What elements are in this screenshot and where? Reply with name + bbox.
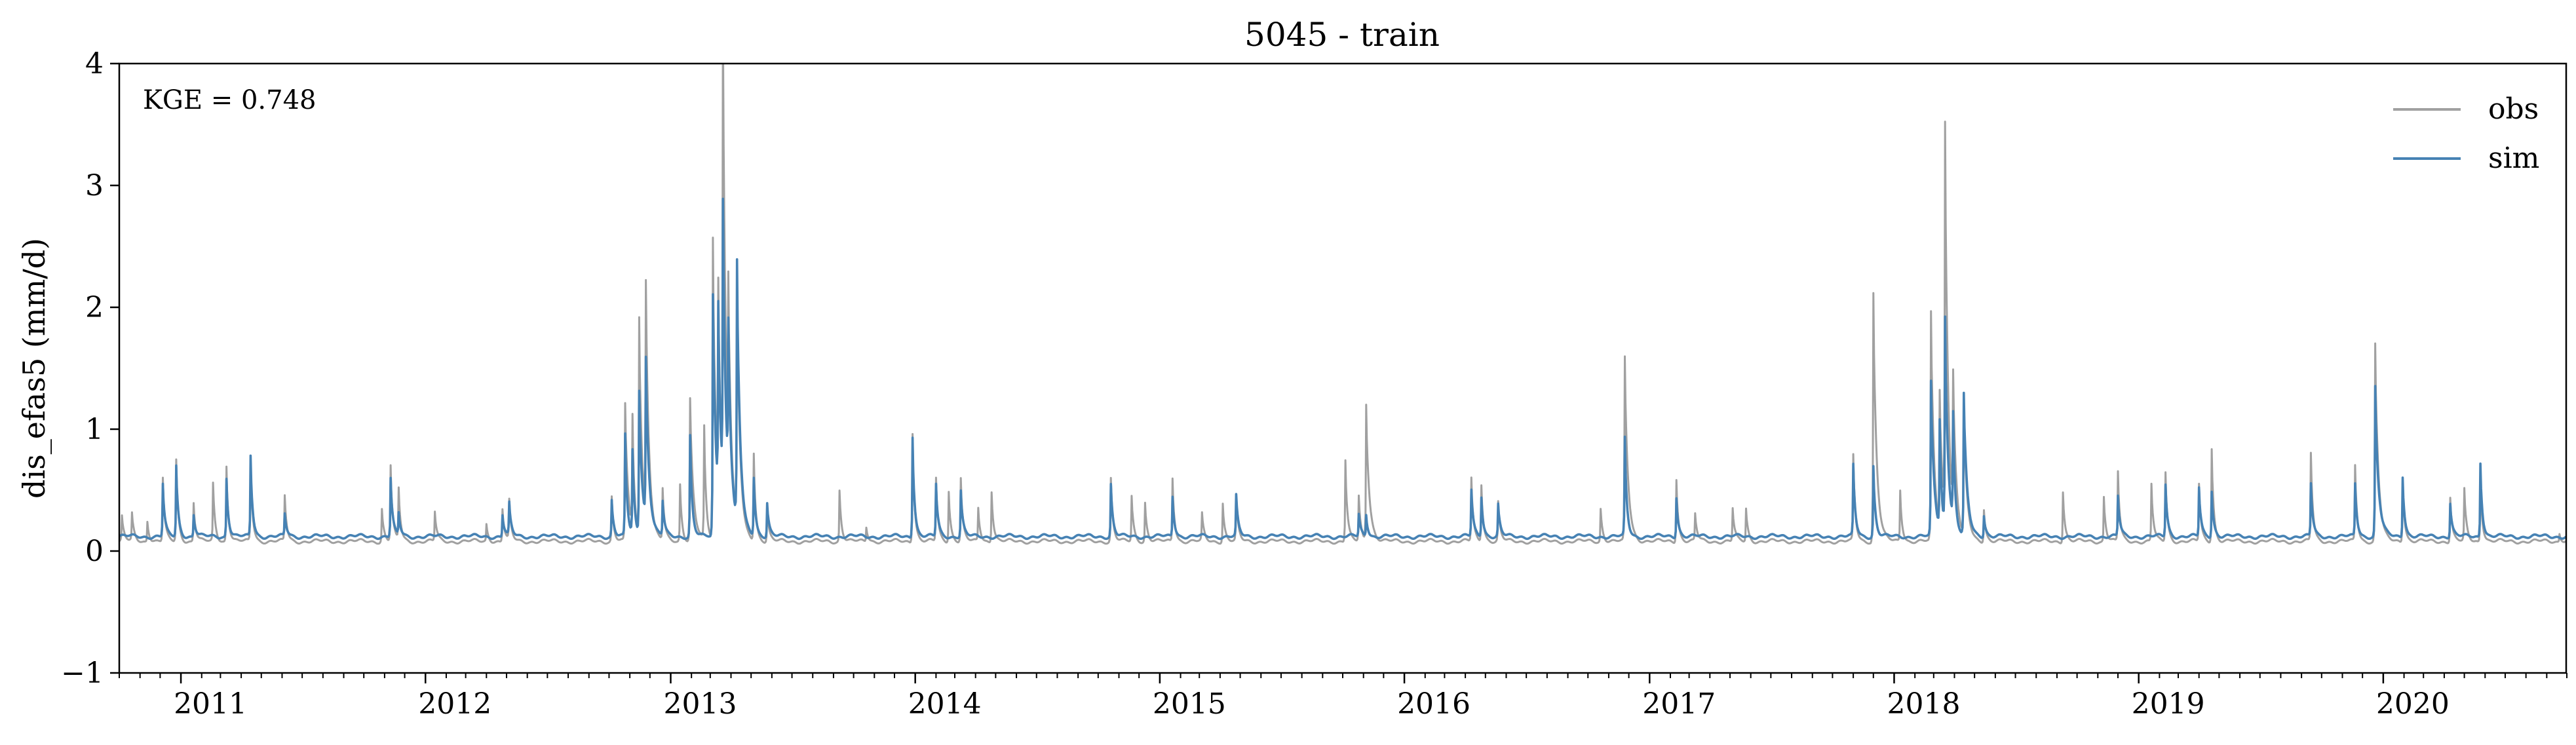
axes-frame [118, 62, 2567, 674]
x-tick-label: 2013 [663, 687, 737, 721]
y-axis: −1 0 1 2 3 4 [61, 47, 119, 690]
legend: obs sim [2393, 92, 2539, 175]
plot-area: −1 0 1 2 3 4 2011 2012 2013 2014 2015 2016 2017 2018… [61, 47, 2568, 721]
series-line-sim [119, 197, 2566, 541]
kge-annotation: KGE = 0.748 [143, 85, 317, 115]
y-axis-label: dis_efas5 (mm/d) [16, 238, 52, 499]
y-tick-label: 4 [85, 47, 104, 81]
y-tick-label: 2 [85, 291, 104, 324]
series-layer [119, 64, 2566, 545]
y-tick-label: 0 [85, 535, 104, 568]
legend-label-sim: sim [2488, 142, 2539, 175]
x-axis: 2011 2012 2013 2014 2015 2016 2017 2018 2019 2020 [119, 673, 2568, 721]
x-tick-label: 2017 [1642, 687, 1716, 721]
y-tick-label: −1 [61, 657, 104, 690]
x-tick-label: 2020 [2376, 687, 2450, 721]
x-tick-label: 2016 [1397, 687, 1471, 721]
x-tick-label: 2012 [418, 687, 491, 721]
series-line-obs [119, 64, 2566, 545]
y-tick-label: 3 [85, 169, 104, 202]
chart-title: 5045 - train [1244, 16, 1440, 54]
x-tick-label: 2018 [1887, 687, 1960, 721]
y-tick-label: 1 [85, 413, 104, 446]
x-tick-label: 2011 [174, 687, 247, 721]
x-tick-label: 2015 [1153, 687, 1226, 721]
x-tick-label: 2014 [908, 687, 982, 721]
x-tick-label: 2019 [2132, 687, 2205, 721]
legend-label-obs: obs [2488, 92, 2539, 126]
